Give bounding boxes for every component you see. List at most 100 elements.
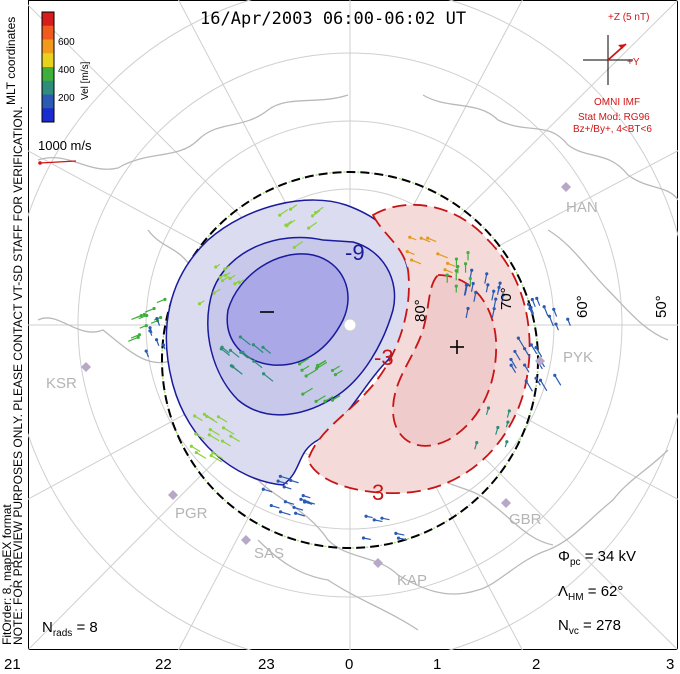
velocity-vector-origin [492,307,496,311]
velocity-vector [195,452,207,459]
velocity-vector-origin [294,511,298,515]
velocity-vector-origin [220,279,225,283]
velocity-vector [286,219,296,227]
velocity-vector-origin [314,399,318,403]
velocity-vector-origin [446,261,450,265]
velocity-vector-origin [364,514,368,518]
velocity-vector-origin [372,518,376,522]
station-han: HAN [566,199,598,216]
velocity-vector-origin [161,343,166,347]
negative-potential-cell [165,199,413,486]
velocity-vector-origin [292,505,296,510]
station-ksr: KSR [46,375,77,392]
velocity-vector-origin [216,415,221,419]
velocity-vectors [128,204,571,541]
velocity-vector [554,375,562,386]
station-sas: SAS [254,545,285,562]
velocity-vector-origin [463,262,468,266]
colorbar-border [41,11,55,123]
velocity-vector-origin [498,281,502,285]
velocity-vector-origin [136,335,140,339]
velocity-vector-origin [445,273,449,277]
imf-y-label: +Y [627,57,640,68]
velocity-vector-origin [194,432,198,436]
velocity-vector-origin [529,305,533,310]
velocity-vector-origin [456,264,460,269]
velocity-vector-origin [214,265,218,269]
velocity-vector [240,336,251,346]
positive-potential-cell [307,203,531,495]
velocity-vector-origin [535,296,539,300]
velocity-vector-origin [509,357,513,362]
velocity-vector-origin [454,269,458,273]
velocity-vector [263,373,274,382]
velocity-vector-origin [419,236,423,240]
velocity-vector-origin [228,276,232,281]
velocity-vector-origin [152,306,156,311]
velocity-vector-origin [486,283,490,287]
velocity-vector-origin [530,297,534,302]
velocity-vector-origin [261,345,265,349]
colorbar-segment [42,108,54,123]
velocity-vector-origin [436,252,440,256]
velocity-vector-origin [155,316,159,321]
velocity-vector-origin [251,343,256,347]
velocity-vector-origin [315,366,319,371]
velocity-vector-origin [506,420,510,424]
velocity-vector-origin [475,440,479,445]
velocity-vector-origin [509,363,513,367]
velocity-vector-origin [223,267,227,271]
contour-label-neg3: -3 [374,345,394,370]
velocity-vector-origin [529,343,533,347]
velocity-vector-origin [534,376,538,380]
velocity-vector [299,357,310,365]
station-markers [81,182,571,568]
velocity-vector-origin [466,250,470,255]
velocity-vector [279,209,289,216]
velocity-vector-origin [207,433,211,437]
velocity-vector-origin [553,373,557,377]
velocity-vector-origin [405,250,409,254]
velocity-vector-origin [211,451,215,455]
velocity-vector [437,253,448,259]
velocity-vector-origin [300,368,304,372]
colorbar-tick-600: 600 [58,37,75,48]
velocity-vector-origin [292,245,296,249]
velocity-vector [411,259,422,265]
velocity-vector [210,455,223,463]
velocity-vector [144,307,155,313]
velocity-vector-origin [523,363,527,367]
velocity-vector-origin [534,345,538,350]
velocity-vector-origin [194,450,198,455]
velocity-vector-origin [209,453,213,458]
colorbar-tick-400: 400 [58,65,75,76]
velocity-vector-origin [409,258,414,262]
velocity-vector-origin [212,291,216,295]
reference-vector [39,160,77,164]
velocity-vector-origin [148,329,152,333]
stat-nvc: Nvc = 278 [558,617,621,637]
imf-model: Stat Mod: RG96 [578,112,650,123]
velocity-vector-origin [289,478,293,483]
velocity-vector-origin [144,349,148,353]
velocity-vector [242,351,253,361]
imf-condition: Bz+/By+, 4<BT<6 [573,124,652,135]
velocity-vector [277,480,288,485]
velocity-vector-origin [301,392,305,396]
colorbar-segment [42,25,54,40]
stat-lambda-hm: ΛHM = 62° [558,583,624,603]
lat-label-50: 50° [653,295,670,318]
velocity-vector [510,359,517,369]
velocity-vector-origin [485,272,489,276]
velocity-vector-origin [148,326,152,330]
velocity-vector-origin [333,373,338,377]
reference-vector-label: 1000 m/s [38,138,92,153]
velocity-vector-origin [552,307,556,311]
pole-marker [343,318,357,332]
velocity-vector-origin [231,365,235,369]
velocity-vector-origin [496,425,500,430]
velocity-vector-origin [218,275,222,280]
velocity-vector-origin [454,284,458,288]
velocity-vector-origin [513,349,517,354]
velocity-vector-origin [276,479,280,483]
